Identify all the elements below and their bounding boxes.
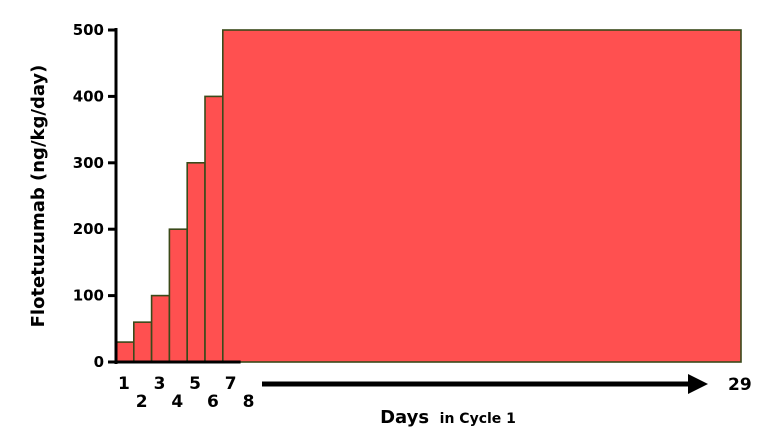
y-tick-label-300: 300	[73, 154, 104, 172]
day-label-6: 6	[207, 392, 219, 412]
bar-day-3	[150, 294, 171, 363]
bar-day-6	[204, 95, 224, 363]
day-label-5: 5	[189, 374, 201, 394]
x-axis-title-main: Days	[380, 407, 429, 428]
arrow-end-label: 29	[728, 375, 752, 395]
bar-day-4	[168, 228, 188, 363]
y-tick-label-500: 500	[73, 21, 104, 39]
day-label-7: 7	[225, 374, 237, 394]
day-label-4: 4	[171, 392, 183, 412]
bar-day-7	[222, 29, 742, 363]
bar-day-5	[186, 162, 206, 363]
day-arrow	[262, 374, 708, 394]
x-axis-title: Days in Cycle 1	[380, 407, 516, 428]
day-label-3: 3	[154, 374, 166, 394]
y-axis-title: Flotetuzumab (ng/kg/day)	[28, 65, 49, 328]
day-label-1: 1	[118, 374, 130, 394]
day-label-2: 2	[136, 392, 148, 412]
y-tick-label-100: 100	[73, 287, 104, 305]
y-ticks-group: 0 100 200 300 400 500	[73, 21, 116, 371]
day-arrow-head	[688, 374, 708, 394]
day-label-8: 8	[243, 392, 255, 412]
y-tick-label-0: 0	[94, 353, 104, 371]
bar-day-2	[133, 321, 153, 363]
y-tick-label-400: 400	[73, 87, 104, 105]
bars-group	[115, 29, 742, 363]
bar-day-1	[115, 341, 135, 363]
y-tick-label-200: 200	[73, 220, 104, 238]
x-axis-title-sub: in Cycle 1	[440, 411, 516, 427]
axes-group	[114, 28, 241, 364]
